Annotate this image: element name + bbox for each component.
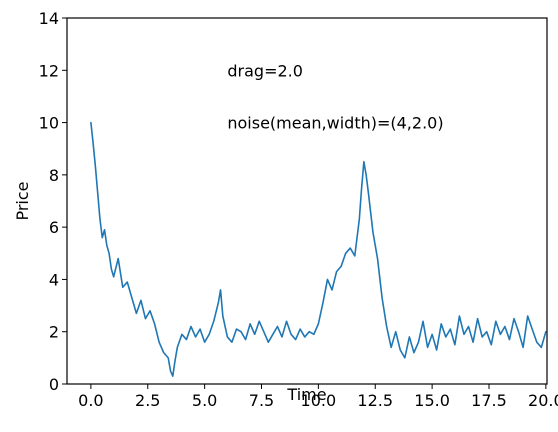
x-tick-label: 17.5 <box>471 391 507 410</box>
annotation-0: drag=2.0 <box>227 61 303 80</box>
y-axis-label: Price <box>13 181 32 220</box>
y-tick-label: 12 <box>39 61 59 80</box>
y-tick-label: 2 <box>49 323 59 342</box>
x-tick-label: 5.0 <box>192 391 217 410</box>
y-tick-label: 14 <box>39 9 59 28</box>
y-tick-label: 6 <box>49 218 59 237</box>
y-tick-label: 4 <box>49 270 59 289</box>
x-axis: 0.0 2.5 5.0 7.5 10.0 12.5 15.0 17.5 20.0 <box>78 384 558 410</box>
series-layer <box>90 121 547 377</box>
y-tick-label: 0 <box>49 375 59 394</box>
annotations: drag=2.0 noise(mean,width)=(4,2.0) <box>227 61 443 132</box>
x-tick-label: 12.5 <box>357 391 393 410</box>
annotation-1: noise(mean,width)=(4,2.0) <box>227 114 443 133</box>
x-tick-label: 0.0 <box>78 391 103 410</box>
x-tick-label: 10.0 <box>301 391 337 410</box>
y-tick-label: 8 <box>49 166 59 185</box>
x-tick-label: 15.0 <box>414 391 450 410</box>
series-line-0 <box>90 121 547 377</box>
plot-frame <box>66 17 548 385</box>
plot-area <box>66 17 548 385</box>
x-tick-label: 20.0 <box>528 391 558 410</box>
y-axis: 0 2 4 6 8 10 12 14 <box>39 9 67 394</box>
x-tick-label: 2.5 <box>135 391 160 410</box>
y-tick-label: 10 <box>39 114 59 133</box>
x-tick-label: 7.5 <box>249 391 274 410</box>
x-axis-label: Time <box>286 385 326 404</box>
